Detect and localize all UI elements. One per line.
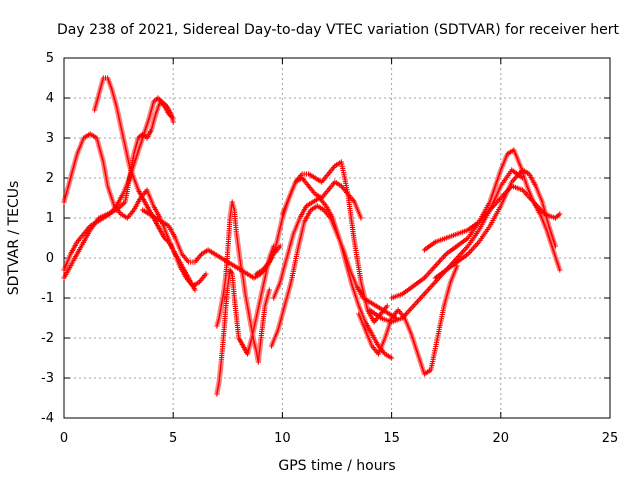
- y-tick-label: 0: [46, 251, 54, 266]
- x-tick-label: 0: [60, 431, 68, 446]
- plot-frame: [63, 57, 611, 419]
- data-point: [552, 243, 558, 249]
- data-point: [557, 211, 563, 217]
- x-axis-label: GPS time / hours: [278, 458, 395, 474]
- grid-layer: [64, 58, 610, 418]
- y-tick-label: -1: [41, 291, 54, 306]
- y-tick-label: 5: [46, 51, 54, 66]
- chart-title: Day 238 of 2021, Sidereal Day-to-day VTE…: [57, 22, 619, 38]
- series-sat-p: [432, 167, 558, 281]
- series-sat-d: [61, 99, 176, 281]
- data-point: [170, 115, 176, 121]
- y-tick-label: 3: [46, 131, 54, 146]
- data-point: [277, 243, 283, 249]
- y-tick-label: -3: [41, 371, 54, 386]
- y-tick-label: -2: [41, 331, 54, 346]
- series-sat-n: [389, 147, 563, 301]
- y-tick-label: 2: [46, 171, 54, 186]
- series-sat-m: [367, 167, 526, 325]
- series-sat-i: [268, 203, 399, 349]
- data-point: [389, 355, 395, 361]
- x-tick-label: 20: [493, 431, 510, 446]
- data-point: [557, 267, 563, 273]
- data-point: [358, 215, 364, 221]
- data-layer: [61, 75, 563, 397]
- data-point: [384, 303, 390, 309]
- series-sat-o: [421, 183, 563, 253]
- data-point: [192, 287, 198, 293]
- x-tick-label: 10: [274, 431, 291, 446]
- y-axis-label: SDTVAR / TECUs: [6, 181, 22, 296]
- x-tick-label: 5: [169, 431, 177, 446]
- y-tick-label: -4: [41, 411, 54, 426]
- series-sat-j: [279, 159, 390, 325]
- data-point: [203, 271, 209, 277]
- y-tick-label: 4: [46, 91, 54, 106]
- tick-layer: 0 5 10 15 20 25 -4 -3 -2 -1 0 1 2 3 4 5: [41, 51, 618, 446]
- series-sat-e: [140, 207, 283, 281]
- series-sat-k: [271, 195, 395, 361]
- series-sat-g: [214, 199, 272, 365]
- x-tick-label: 25: [602, 431, 619, 446]
- y-tick-label: 1: [46, 211, 54, 226]
- series-sat-a: [61, 131, 209, 289]
- data-point: [266, 287, 272, 293]
- x-tick-label: 15: [383, 431, 400, 446]
